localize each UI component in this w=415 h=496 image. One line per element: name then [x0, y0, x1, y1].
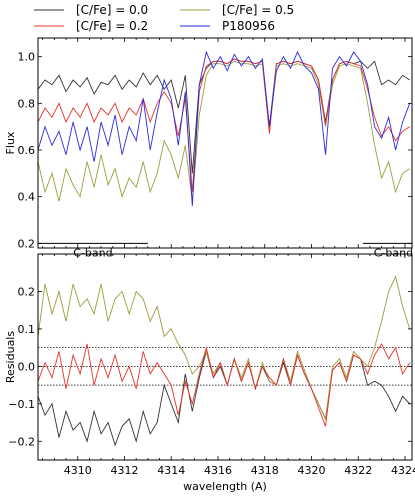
y-tick-label: 1.0 [18, 51, 36, 64]
y-axis-label: Flux [4, 131, 17, 154]
legend-label-p180956: P180956 [222, 19, 275, 33]
series-line-p180956 [38, 50, 411, 207]
legend-label-c-fe-0-5: [C/Fe] = 0.5 [222, 3, 294, 17]
x-tick-label: 4320 [297, 464, 325, 477]
flux-panel: C-band C-band 0.2 0.4 0.6 0.8 1.0 Flux [4, 37, 413, 259]
legend: [C/Fe] = 0.0 [C/Fe] = 0.5 [C/Fe] = 0.2 P180… [34, 3, 294, 33]
x-tick-label: 4316 [204, 464, 232, 477]
y-tick-label: 0.2 [18, 237, 36, 250]
residuals-panel: −0.2 −0.1 0.0 0.1 0.2 4310 4312 4314 4316 4318 432… [4, 253, 415, 477]
x-tick-label: 4318 [251, 464, 279, 477]
legend-label-c-fe-0-2: [C/Fe] = 0.2 [76, 19, 148, 33]
x-tick-label: 4310 [64, 464, 92, 477]
series-line-c-fe-0-2 [38, 342, 411, 427]
x-tick-label: 4314 [157, 464, 185, 477]
y-tick-label: −0.1 [8, 398, 35, 411]
annotation-label: C-band [73, 246, 112, 259]
y-tick-label: −0.2 [8, 435, 35, 448]
plot-frame [37, 253, 413, 461]
y-tick-label: 0.1 [18, 323, 36, 336]
y-tick-label: 0.0 [18, 360, 36, 373]
annotation-label: C-band [374, 246, 413, 259]
y-tick-label: 0.2 [18, 285, 36, 298]
y-tick-label: 0.8 [18, 97, 36, 110]
series-line-c-fe-0-2 [38, 58, 410, 193]
series-line-c-fe-0-0 [38, 58, 410, 174]
x-tick-label: 4312 [110, 464, 138, 477]
y-tick-label: 0.4 [18, 191, 36, 204]
legend-label-c-fe-0-0: [C/Fe] = 0.0 [76, 3, 148, 17]
series-line-c-fe-0-5 [38, 60, 410, 202]
x-axis-label: wavelength (A) [183, 480, 267, 493]
y-axis-label: Residuals [4, 331, 17, 383]
series-line-c-fe-0-0 [38, 349, 411, 447]
x-tick-label: 4324 [391, 464, 415, 477]
y-tick-label: 0.6 [18, 144, 36, 157]
plot-frame [37, 37, 413, 249]
x-tick-label: 4322 [344, 464, 372, 477]
